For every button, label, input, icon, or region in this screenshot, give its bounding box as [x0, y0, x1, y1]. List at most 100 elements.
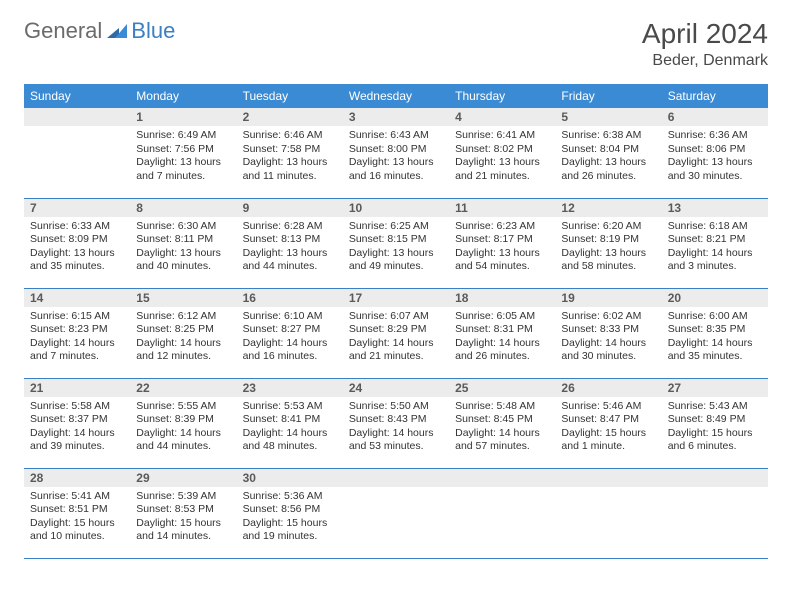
sunset-line: Sunset: 8:04 PM [561, 143, 655, 157]
daylight-line: Daylight: 13 hours and 21 minutes. [455, 156, 549, 183]
sunset-line: Sunset: 8:13 PM [243, 233, 337, 247]
weekday-header: Sunday [24, 84, 130, 108]
calendar-day-cell: 30Sunrise: 5:36 AMSunset: 8:56 PMDayligh… [237, 468, 343, 558]
day-details: Sunrise: 6:41 AMSunset: 8:02 PMDaylight:… [449, 126, 555, 188]
daylight-line: Daylight: 14 hours and 35 minutes. [668, 337, 762, 364]
day-details: Sunrise: 6:23 AMSunset: 8:17 PMDaylight:… [449, 217, 555, 279]
day-number: 23 [237, 379, 343, 397]
day-details: Sunrise: 5:43 AMSunset: 8:49 PMDaylight:… [662, 397, 768, 459]
sunrise-line: Sunrise: 5:46 AM [561, 400, 655, 414]
daylight-line: Daylight: 13 hours and 26 minutes. [561, 156, 655, 183]
calendar-day-cell: 14Sunrise: 6:15 AMSunset: 8:23 PMDayligh… [24, 288, 130, 378]
daylight-line: Daylight: 14 hours and 44 minutes. [136, 427, 230, 454]
calendar-day-cell: 15Sunrise: 6:12 AMSunset: 8:25 PMDayligh… [130, 288, 236, 378]
day-details: Sunrise: 6:25 AMSunset: 8:15 PMDaylight:… [343, 217, 449, 279]
daylight-line: Daylight: 14 hours and 48 minutes. [243, 427, 337, 454]
day-details: Sunrise: 6:38 AMSunset: 8:04 PMDaylight:… [555, 126, 661, 188]
daylight-line: Daylight: 15 hours and 10 minutes. [30, 517, 124, 544]
sunset-line: Sunset: 7:56 PM [136, 143, 230, 157]
sunrise-line: Sunrise: 5:36 AM [243, 490, 337, 504]
daylight-line: Daylight: 14 hours and 30 minutes. [561, 337, 655, 364]
day-number: 18 [449, 289, 555, 307]
calendar-day-cell [24, 108, 130, 198]
daylight-line: Daylight: 14 hours and 12 minutes. [136, 337, 230, 364]
daylight-line: Daylight: 14 hours and 3 minutes. [668, 247, 762, 274]
calendar-day-cell [343, 468, 449, 558]
day-number: 12 [555, 199, 661, 217]
day-number: 13 [662, 199, 768, 217]
calendar-week-row: 28Sunrise: 5:41 AMSunset: 8:51 PMDayligh… [24, 468, 768, 558]
empty-day-bar [662, 469, 768, 487]
weekday-header-row: Sunday Monday Tuesday Wednesday Thursday… [24, 84, 768, 108]
sunset-line: Sunset: 8:17 PM [455, 233, 549, 247]
sunrise-line: Sunrise: 5:58 AM [30, 400, 124, 414]
day-details: Sunrise: 6:33 AMSunset: 8:09 PMDaylight:… [24, 217, 130, 279]
sunrise-line: Sunrise: 6:30 AM [136, 220, 230, 234]
calendar-day-cell: 10Sunrise: 6:25 AMSunset: 8:15 PMDayligh… [343, 198, 449, 288]
day-details: Sunrise: 5:36 AMSunset: 8:56 PMDaylight:… [237, 487, 343, 549]
day-number: 25 [449, 379, 555, 397]
day-details: Sunrise: 6:00 AMSunset: 8:35 PMDaylight:… [662, 307, 768, 369]
day-number: 1 [130, 108, 236, 126]
sunset-line: Sunset: 8:37 PM [30, 413, 124, 427]
sunrise-line: Sunrise: 6:28 AM [243, 220, 337, 234]
calendar-table: Sunday Monday Tuesday Wednesday Thursday… [24, 84, 768, 559]
sunset-line: Sunset: 7:58 PM [243, 143, 337, 157]
logo: General Blue [24, 18, 175, 44]
sunrise-line: Sunrise: 6:23 AM [455, 220, 549, 234]
day-number: 26 [555, 379, 661, 397]
sunrise-line: Sunrise: 5:48 AM [455, 400, 549, 414]
daylight-line: Daylight: 13 hours and 7 minutes. [136, 156, 230, 183]
daylight-line: Daylight: 14 hours and 21 minutes. [349, 337, 443, 364]
day-number: 14 [24, 289, 130, 307]
day-number: 7 [24, 199, 130, 217]
calendar-day-cell: 4Sunrise: 6:41 AMSunset: 8:02 PMDaylight… [449, 108, 555, 198]
page-title: April 2024 [642, 18, 768, 50]
sunset-line: Sunset: 8:09 PM [30, 233, 124, 247]
day-details: Sunrise: 6:20 AMSunset: 8:19 PMDaylight:… [555, 217, 661, 279]
daylight-line: Daylight: 13 hours and 35 minutes. [30, 247, 124, 274]
daylight-line: Daylight: 13 hours and 40 minutes. [136, 247, 230, 274]
day-details: Sunrise: 6:07 AMSunset: 8:29 PMDaylight:… [343, 307, 449, 369]
sunrise-line: Sunrise: 6:15 AM [30, 310, 124, 324]
sunrise-line: Sunrise: 6:00 AM [668, 310, 762, 324]
calendar-day-cell: 23Sunrise: 5:53 AMSunset: 8:41 PMDayligh… [237, 378, 343, 468]
calendar-day-cell: 5Sunrise: 6:38 AMSunset: 8:04 PMDaylight… [555, 108, 661, 198]
sunrise-line: Sunrise: 6:18 AM [668, 220, 762, 234]
sunset-line: Sunset: 8:19 PM [561, 233, 655, 247]
day-number: 27 [662, 379, 768, 397]
sunset-line: Sunset: 8:56 PM [243, 503, 337, 517]
calendar-day-cell [449, 468, 555, 558]
day-number: 6 [662, 108, 768, 126]
sunset-line: Sunset: 8:11 PM [136, 233, 230, 247]
sunrise-line: Sunrise: 6:07 AM [349, 310, 443, 324]
calendar-day-cell: 25Sunrise: 5:48 AMSunset: 8:45 PMDayligh… [449, 378, 555, 468]
daylight-line: Daylight: 15 hours and 14 minutes. [136, 517, 230, 544]
weekday-header: Wednesday [343, 84, 449, 108]
calendar-week-row: 14Sunrise: 6:15 AMSunset: 8:23 PMDayligh… [24, 288, 768, 378]
daylight-line: Daylight: 14 hours and 39 minutes. [30, 427, 124, 454]
sunrise-line: Sunrise: 6:02 AM [561, 310, 655, 324]
weekday-header: Saturday [662, 84, 768, 108]
day-number: 17 [343, 289, 449, 307]
sunrise-line: Sunrise: 6:20 AM [561, 220, 655, 234]
sunrise-line: Sunrise: 6:12 AM [136, 310, 230, 324]
day-details: Sunrise: 6:02 AMSunset: 8:33 PMDaylight:… [555, 307, 661, 369]
empty-day-bar [555, 469, 661, 487]
sunset-line: Sunset: 8:27 PM [243, 323, 337, 337]
daylight-line: Daylight: 15 hours and 1 minute. [561, 427, 655, 454]
sunrise-line: Sunrise: 6:36 AM [668, 129, 762, 143]
calendar-day-cell: 27Sunrise: 5:43 AMSunset: 8:49 PMDayligh… [662, 378, 768, 468]
calendar-day-cell: 18Sunrise: 6:05 AMSunset: 8:31 PMDayligh… [449, 288, 555, 378]
daylight-line: Daylight: 13 hours and 58 minutes. [561, 247, 655, 274]
day-details: Sunrise: 6:12 AMSunset: 8:25 PMDaylight:… [130, 307, 236, 369]
logo-mark-icon [107, 18, 127, 44]
sunrise-line: Sunrise: 5:50 AM [349, 400, 443, 414]
calendar-week-row: 1Sunrise: 6:49 AMSunset: 7:56 PMDaylight… [24, 108, 768, 198]
day-details: Sunrise: 6:30 AMSunset: 8:11 PMDaylight:… [130, 217, 236, 279]
sunset-line: Sunset: 8:33 PM [561, 323, 655, 337]
logo-word-blue: Blue [131, 18, 175, 44]
day-number: 5 [555, 108, 661, 126]
daylight-line: Daylight: 14 hours and 16 minutes. [243, 337, 337, 364]
sunset-line: Sunset: 8:25 PM [136, 323, 230, 337]
